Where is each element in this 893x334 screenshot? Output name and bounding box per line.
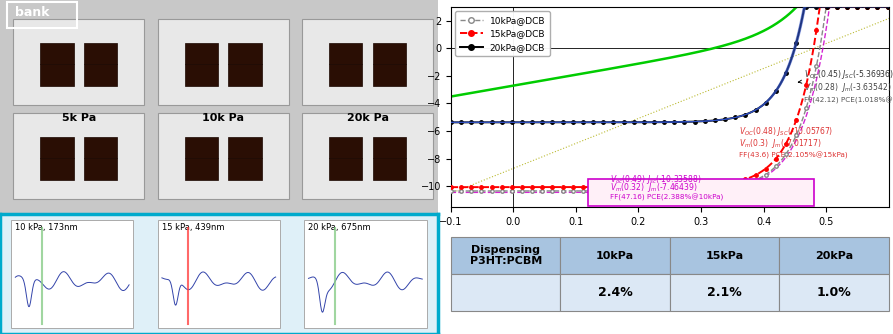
Text: $V_m$(0.32)  $J_m$(-7.46439): $V_m$(0.32) $J_m$(-7.46439) [611, 181, 698, 194]
Bar [11, 220, 133, 328]
Text: 20 kPa, 675nm: 20 kPa, 675nm [308, 223, 371, 232]
Bar [329, 43, 363, 64]
Text: 15 kPa, 439nm: 15 kPa, 439nm [162, 223, 224, 232]
FancyBboxPatch shape [302, 19, 433, 105]
Bar [229, 158, 262, 180]
Bar [84, 43, 117, 64]
Bar [229, 137, 262, 158]
Text: 10 kPa, 173nm: 10 kPa, 173nm [15, 223, 78, 232]
FancyBboxPatch shape [13, 113, 145, 199]
Bar [84, 137, 117, 158]
Bar [372, 43, 406, 64]
Text: FF(43.6) PCE(2.105%@15kPa): FF(43.6) PCE(2.105%@15kPa) [739, 152, 847, 159]
Bar [185, 64, 218, 86]
Bar [185, 158, 218, 180]
Bar [229, 64, 262, 86]
Bar [185, 137, 218, 158]
Text: $V_{OC}$(0.48) $J_{SC}$(-10.05767): $V_{OC}$(0.48) $J_{SC}$(-10.05767) [739, 125, 833, 138]
Bar [329, 158, 363, 180]
FancyBboxPatch shape [157, 113, 288, 199]
Text: $V_{OC}$(0.45) $J_{SC}$(-5.36936): $V_{OC}$(0.45) $J_{SC}$(-5.36936) [798, 68, 893, 83]
Bar [329, 137, 363, 158]
Text: $V_{oc}$(0.49) $J_{sc}$(-10.33588): $V_{oc}$(0.49) $J_{sc}$(-10.33588) [611, 173, 702, 186]
FancyBboxPatch shape [302, 113, 433, 199]
Bar [84, 64, 117, 86]
Bar [40, 64, 73, 86]
Bar [229, 43, 262, 64]
Bar [40, 43, 73, 64]
Bar [185, 43, 218, 64]
Bar [372, 158, 406, 180]
Text: 5k Pa: 5k Pa [62, 113, 96, 123]
Bar [329, 64, 363, 86]
FancyBboxPatch shape [588, 179, 814, 206]
Text: FF(42.12) PCE(1.018%@20kPa): FF(42.12) PCE(1.018%@20kPa) [805, 96, 893, 104]
Bar [40, 137, 73, 158]
Text: 20k Pa: 20k Pa [346, 113, 388, 123]
Text: $V_m$(0.28)  $J_m$(-3.63542): $V_m$(0.28) $J_m$(-3.63542) [805, 80, 891, 94]
Text: $V_m$(0.3)  $J_m$(-7.01717): $V_m$(0.3) $J_m$(-7.01717) [739, 137, 822, 150]
Bar [305, 220, 427, 328]
Text: 10k Pa: 10k Pa [202, 113, 244, 123]
FancyBboxPatch shape [13, 19, 145, 105]
FancyBboxPatch shape [157, 19, 288, 105]
Bar [372, 137, 406, 158]
Text: FF(47.16) PCE(2.388%@10kPa): FF(47.16) PCE(2.388%@10kPa) [611, 194, 723, 201]
Bar [84, 158, 117, 180]
Text: bank: bank [15, 6, 50, 19]
Bar [372, 64, 406, 86]
Bar [157, 220, 280, 328]
Bar [40, 158, 73, 180]
Legend: 10kPa@DCB, 15kPa@DCB, 20kPa@DCB: 10kPa@DCB, 15kPa@DCB, 20kPa@DCB [455, 11, 550, 56]
